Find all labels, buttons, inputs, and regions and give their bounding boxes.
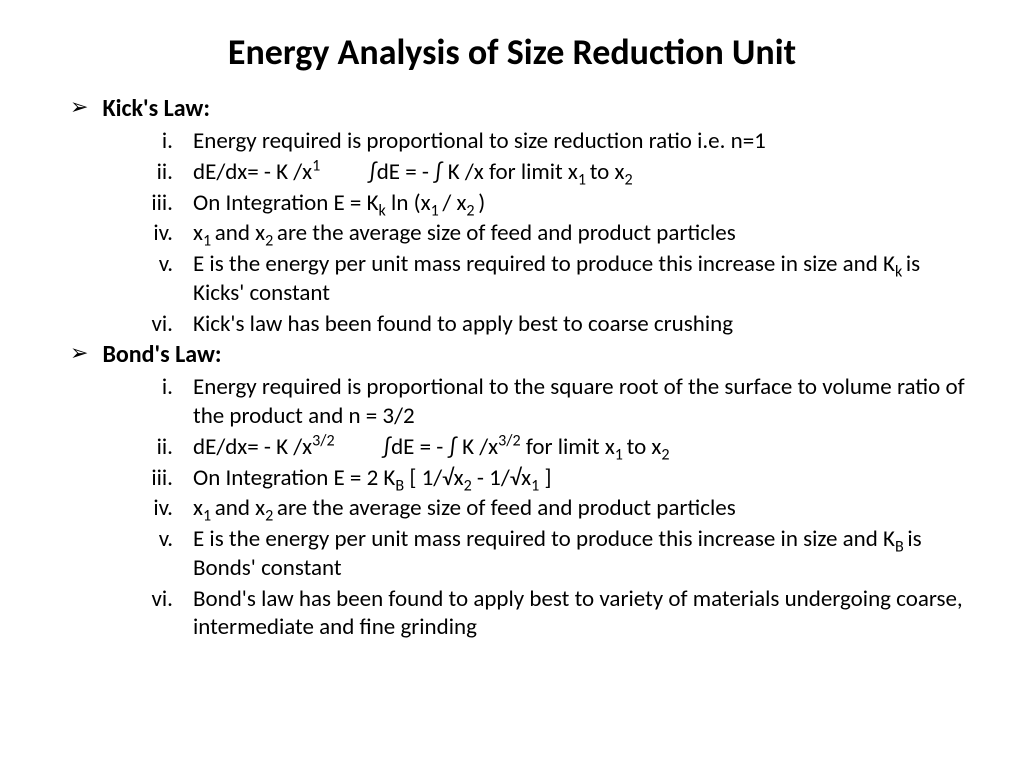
list-item: iii.On Integration E = Kk ln (x1 / x2 ) — [145, 189, 974, 218]
section-heading-text: Bond's Law: — [102, 340, 221, 369]
list-item-numeral: iii. — [145, 464, 193, 493]
list-item: iv.x1 and x2 are the average size of fee… — [145, 219, 974, 248]
sub-list: i.Energy required is proportional to siz… — [50, 127, 974, 338]
list-item-text: Energy required is proportional to size … — [193, 127, 974, 156]
list-item: v.E is the energy per unit mass required… — [145, 525, 974, 583]
list-item-numeral: ii. — [145, 433, 193, 462]
list-item-numeral: i. — [145, 127, 193, 156]
list-item-numeral: iv. — [145, 494, 193, 523]
list-item-numeral: iii. — [145, 189, 193, 218]
list-item-text: Bond's law has been found to apply best … — [193, 585, 974, 643]
list-item: vi.Bond's law has been found to apply be… — [145, 585, 974, 643]
list-item: iv.x1 and x2 are the average size of fee… — [145, 494, 974, 523]
list-item: i.Energy required is proportional to siz… — [145, 127, 974, 156]
list-item-numeral: v. — [145, 525, 193, 554]
list-item-text: x1 and x2 are the average size of feed a… — [193, 494, 974, 523]
sub-list: i.Energy required is proportional to the… — [50, 373, 974, 642]
list-item-numeral: iv. — [145, 219, 193, 248]
list-item-text: x1 and x2 are the average size of feed a… — [193, 219, 974, 248]
list-item-text: E is the energy per unit mass required t… — [193, 250, 974, 308]
list-item-text: dE/dx= - K /x3/2∫dE = - ∫ K /x3/2 for li… — [193, 433, 974, 462]
slide-title: Energy Analysis of Size Reduction Unit — [50, 30, 974, 74]
list-item-text: Energy required is proportional to the s… — [193, 373, 974, 431]
list-item-numeral: vi. — [145, 310, 193, 339]
list-item: i.Energy required is proportional to the… — [145, 373, 974, 431]
list-item: v.E is the energy per unit mass required… — [145, 250, 974, 308]
list-item-text: On Integration E = Kk ln (x1 / x2 ) — [193, 189, 974, 218]
list-item: ii.dE/dx= - K /x3/2∫dE = - ∫ K /x3/2 for… — [145, 433, 974, 462]
section-heading-text: Kick's Law: — [102, 94, 210, 123]
list-item-numeral: vi. — [145, 585, 193, 614]
list-item-numeral: i. — [145, 373, 193, 402]
list-item-text: E is the energy per unit mass required t… — [193, 525, 974, 583]
section-heading: ➢ Bond's Law: — [50, 340, 974, 369]
list-item-numeral: v. — [145, 250, 193, 279]
list-item: vi.Kick's law has been found to apply be… — [145, 310, 974, 339]
list-item-numeral: ii. — [145, 158, 193, 187]
content-block: ➢Kick's Law:i.Energy required is proport… — [50, 94, 974, 642]
section-heading: ➢ Kick's Law: — [50, 94, 974, 123]
bullet-arrow-icon: ➢ — [70, 340, 88, 366]
list-item: iii.On Integration E = 2 KB [ 1/√x2 - 1/… — [145, 464, 974, 493]
list-item-text: On Integration E = 2 KB [ 1/√x2 - 1/√x1 … — [193, 464, 974, 493]
bullet-arrow-icon: ➢ — [70, 94, 88, 120]
list-item-text: Kick's law has been found to apply best … — [193, 310, 974, 339]
list-item: ii.dE/dx= - K /x1∫dE = - ∫ K /x for limi… — [145, 158, 974, 187]
list-item-text: dE/dx= - K /x1∫dE = - ∫ K /x for limit x… — [193, 158, 974, 187]
